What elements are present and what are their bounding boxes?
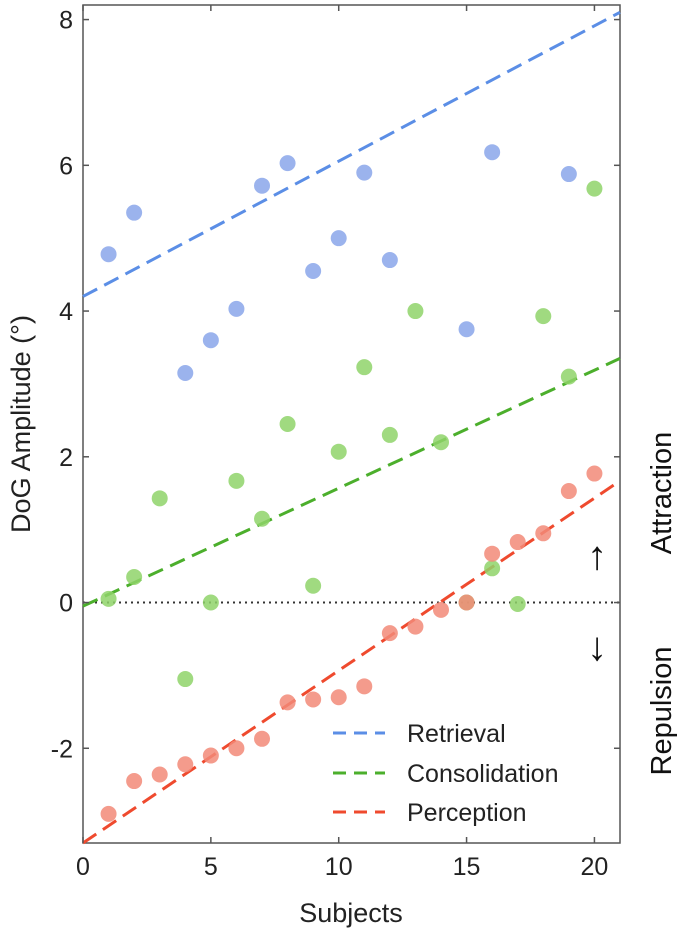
y-tick-label: 0 [59,590,73,618]
data-point-perception [433,601,449,618]
y-tick-label: -2 [51,735,73,763]
data-point-retrieval [202,332,219,349]
data-point-perception [560,483,577,500]
data-point-retrieval [560,166,577,183]
data-point-perception [484,545,501,562]
fit-line-perception [82,479,621,845]
data-point-retrieval [330,230,347,247]
data-point-perception [279,694,296,711]
x-tick-label: 0 [76,853,90,881]
x-tick-label: 5 [204,853,218,881]
data-point-consolidation [279,416,296,432]
data-point-consolidation [356,359,373,376]
data-point-consolidation [100,590,117,607]
data-point-consolidation [330,443,347,460]
legend-label-consolidation: Consolidation [407,760,559,788]
data-point-consolidation [228,472,245,489]
data-point-consolidation [151,490,168,507]
data-point-consolidation [202,594,219,611]
x-axis-label: Subjects [299,898,403,928]
data-point-perception [381,625,398,642]
data-point-perception [254,730,270,747]
data-point-perception [407,618,424,635]
plot-area [82,4,621,844]
down-arrow-icon: ↓ [587,625,607,669]
data-point-perception [202,747,219,764]
data-point-perception [330,689,347,706]
data-point-consolidation [381,426,398,443]
x-tick-label: 15 [453,853,481,881]
data-point-consolidation [177,671,194,688]
y-tick-label: 4 [59,298,73,326]
data-point-perception [177,756,194,773]
data-point-retrieval [279,155,296,172]
data-point-consolidation [509,595,526,612]
data-point-retrieval [100,246,117,263]
data-point-retrieval [254,177,270,194]
data-point-consolidation [560,368,577,385]
data-point-retrieval [356,164,373,181]
y-tick-label: 8 [59,7,73,35]
data-point-perception [305,691,322,708]
y-tick-label: 2 [59,444,73,472]
data-point-consolidation [586,180,603,197]
data-point-retrieval [228,300,245,317]
legend-label-retrieval: Retrieval [407,720,506,748]
data-point-perception [228,740,245,757]
x-tick-label: 20 [581,853,609,881]
data-point-consolidation [254,510,270,527]
up-arrow-icon: ↑ [587,534,607,578]
data-point-consolidation [407,303,424,320]
data-point-retrieval [458,321,475,338]
fit-line-retrieval [82,10,621,298]
data-point-perception [100,805,117,822]
data-point-retrieval [381,252,398,269]
data-point-perception [356,678,373,695]
data-point-consolidation [535,308,552,325]
y-axis-label: DoG Amplitude (°) [6,315,36,533]
data-point-retrieval [126,204,143,221]
data-point-retrieval [305,262,322,279]
data-point-consolidation [484,560,501,577]
data-point-perception [458,594,475,611]
y-tick-label: 6 [59,152,73,180]
data-point-retrieval [484,144,501,161]
data-point-perception [151,766,168,783]
data-point-consolidation [433,434,449,451]
data-point-perception [126,773,143,790]
data-point-perception [586,465,603,482]
data-point-perception [509,534,526,551]
data-point-retrieval [177,364,194,381]
data-point-consolidation [126,569,143,586]
legend: Retrieval Consolidation Perception [333,720,559,827]
repulsion-label: Repulsion [646,647,678,776]
data-point-perception [535,525,552,542]
fit-line-consolidation [82,357,621,608]
x-tick-label: 10 [325,853,353,881]
legend-label-perception: Perception [407,799,527,827]
data-point-consolidation [305,577,322,594]
attraction-label: Attraction [646,432,678,555]
